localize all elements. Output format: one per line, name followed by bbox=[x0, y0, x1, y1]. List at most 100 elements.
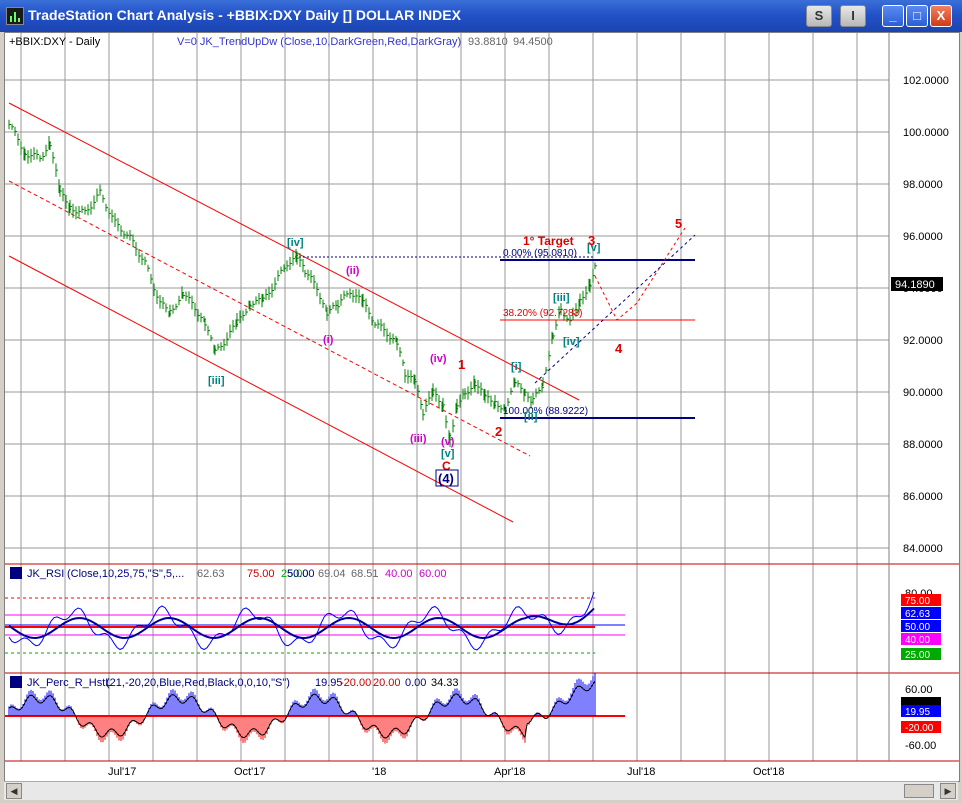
wave-i-green-label: [i] bbox=[511, 361, 522, 373]
perc-value-1: 19.95 bbox=[315, 677, 343, 689]
rsi-value-25: 25.00 bbox=[281, 568, 309, 580]
xaxis-oct18: Oct'18 bbox=[753, 766, 784, 778]
perc-axis-19: 19.95 bbox=[905, 707, 930, 718]
perc-panel-icon[interactable] bbox=[10, 676, 22, 688]
wave-3-label: 3 bbox=[588, 233, 595, 248]
channel-mid-line bbox=[8, 180, 531, 457]
perc-value-2: -20.00 bbox=[340, 677, 371, 689]
xaxis-jul18: Jul'18 bbox=[627, 766, 655, 778]
xaxis-18: '18 bbox=[372, 766, 386, 778]
wave-4-blue-label: (4) bbox=[438, 471, 454, 486]
rsi-value-40: 40.00 bbox=[385, 568, 413, 580]
price-axis-tick: 102.0000 bbox=[903, 75, 949, 87]
perc-axis-m20: -20.00 bbox=[905, 723, 934, 734]
horizontal-scrollbar[interactable]: ◀ ▶ bbox=[4, 781, 958, 800]
rsi-badge-25 bbox=[901, 648, 941, 660]
style-menu-button[interactable]: S bbox=[806, 5, 832, 27]
insert-menu-button[interactable]: I bbox=[840, 5, 866, 27]
price-axis-tick: 86.0000 bbox=[903, 491, 943, 503]
price-axis-tick: 96.0000 bbox=[903, 231, 943, 243]
wave-4-red-label: 4 bbox=[615, 341, 623, 356]
chart-area[interactable]: +BBIX:DXY - Daily V=0 JK_TrendUpDw (Clos… bbox=[4, 32, 960, 782]
perc-value-4: 0.00 bbox=[405, 677, 426, 689]
price-axis-tick: 92.0000 bbox=[903, 335, 943, 347]
indicator-value-1: 93.8810 bbox=[468, 36, 508, 48]
last-price-label: 94.1890 bbox=[895, 279, 935, 291]
rsi-value-60: 60.00 bbox=[419, 568, 447, 580]
wave-iii-green-label: [iii] bbox=[553, 292, 570, 304]
chart-canvas[interactable]: +BBIX:DXY - Daily V=0 JK_TrendUpDw (Clos… bbox=[5, 33, 959, 781]
perc-badge-m20 bbox=[901, 721, 941, 733]
xaxis-jul17: Jul'17 bbox=[108, 766, 136, 778]
wave-v-green-label: [v] bbox=[441, 448, 455, 460]
rsi-value-main: 62.63 bbox=[197, 568, 225, 580]
wave-v-magenta-label: (v) bbox=[441, 436, 455, 448]
last-price-box bbox=[891, 277, 943, 291]
title-bar[interactable]: TradeStation Chart Analysis - +BBIX:DXY … bbox=[0, 0, 962, 32]
target-label: 1° Target bbox=[523, 234, 574, 248]
indicator-label: V=0 JK_TrendUpDw (Close,10,DarkGreen,Red… bbox=[177, 36, 461, 48]
chart-app-icon bbox=[6, 7, 24, 25]
perc-value-3: 20.00 bbox=[373, 677, 401, 689]
fib-0-label: 0.00% (95.0810) bbox=[503, 248, 577, 259]
rsi-badge-50 bbox=[901, 620, 941, 632]
perc-name: JK_Perc_R_HstL bbox=[27, 677, 111, 689]
rsi-badge-75 bbox=[901, 594, 941, 606]
wave-v-green2-label: [v] bbox=[587, 242, 601, 254]
rsi-average-line bbox=[8, 607, 595, 640]
rsi-badge-40 bbox=[901, 633, 941, 645]
perc-value-5: 34.33 bbox=[431, 677, 459, 689]
symbol-label: +BBIX:DXY - Daily bbox=[9, 36, 101, 48]
rsi-value-75: 75.00 bbox=[247, 568, 275, 580]
projection-dark-line bbox=[534, 234, 696, 384]
rsi-params: (Close,10,25,75,"S",5,... bbox=[67, 568, 184, 580]
wave-1-label: 1 bbox=[458, 357, 465, 372]
rsi-axis-40: 40.00 bbox=[905, 635, 930, 646]
fib-38-label: 38.20% (92.7283) bbox=[503, 308, 583, 319]
rsi-name: JK_RSI bbox=[27, 568, 64, 580]
fib-100-label: 100.00% (88.9222) bbox=[503, 406, 588, 417]
rsi-axis-75: 75.00 bbox=[905, 596, 930, 607]
perc-badge-19 bbox=[901, 705, 941, 717]
projection-red-path bbox=[594, 227, 686, 321]
scroll-left-arrow-icon[interactable]: ◀ bbox=[6, 783, 22, 799]
rsi-value-68: 68.51 bbox=[351, 568, 379, 580]
perc-axis-top: 60.00 bbox=[905, 684, 933, 696]
wave-iv-green-label: [iv] bbox=[563, 336, 580, 348]
price-axis-tick: 88.0000 bbox=[903, 439, 943, 451]
minimize-button[interactable]: _ bbox=[882, 5, 904, 27]
rsi-panel-icon[interactable] bbox=[10, 567, 22, 579]
perc-params: (21,-20,20,Blue,Red,Black,0,0,10,"S") bbox=[106, 677, 290, 689]
window-title: TradeStation Chart Analysis - +BBIX:DXY … bbox=[28, 7, 461, 23]
perc-badge-black bbox=[901, 697, 941, 705]
scroll-right-arrow-icon[interactable]: ▶ bbox=[940, 783, 956, 799]
wave-iv-label: [iv] bbox=[287, 237, 304, 249]
wave-i-magenta-label: (i) bbox=[323, 334, 334, 346]
price-axis-tick: 84.0000 bbox=[903, 543, 943, 555]
wave-iv-magenta-label: (iv) bbox=[430, 353, 447, 365]
channel-upper-line bbox=[8, 102, 580, 401]
price-axis-tick: 100.0000 bbox=[903, 127, 949, 139]
perc-axis-bottom: -60.00 bbox=[905, 740, 936, 752]
rsi-axis-25: 25.00 bbox=[905, 650, 930, 661]
rsi-value-50: 50.00 bbox=[287, 568, 315, 580]
channel-lower-line bbox=[8, 255, 514, 523]
wave-2-label: 2 bbox=[495, 424, 502, 439]
scroll-thumb[interactable] bbox=[904, 784, 934, 798]
price-axis-tick: 90.0000 bbox=[903, 387, 943, 399]
wave-4-box bbox=[435, 469, 459, 487]
vertical-grid bbox=[20, 33, 858, 761]
rsi-axis-50: 50.00 bbox=[905, 622, 930, 633]
price-bars bbox=[8, 119, 597, 447]
price-axis: 102.0000100.000098.000096.000094.000092.… bbox=[903, 75, 949, 555]
perc-series-line bbox=[8, 680, 596, 739]
wave-5-label: 5 bbox=[675, 216, 682, 231]
wave-c-label: C bbox=[442, 459, 451, 473]
close-button[interactable]: X bbox=[930, 5, 952, 27]
rsi-series-line bbox=[8, 591, 595, 651]
wave-iii-magenta-label: (iii) bbox=[410, 433, 427, 445]
wave-ii-magenta-label: (ii) bbox=[346, 265, 360, 277]
maximize-button[interactable]: □ bbox=[906, 5, 928, 27]
horizontal-grid bbox=[5, 79, 889, 549]
